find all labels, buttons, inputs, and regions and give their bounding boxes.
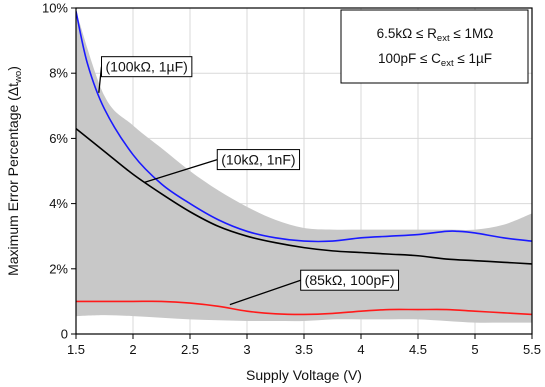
y-axis-ticks: 0 2% 4% 6% 8% 10% bbox=[42, 1, 76, 342]
range-note-frame bbox=[340, 9, 529, 84]
x-tick-label: 4.5 bbox=[409, 342, 427, 357]
callout-leader-2 bbox=[229, 279, 301, 306]
series-callouts: (100kΩ, 1µF) (10kΩ, 1nF) (85kΩ, 100pF) bbox=[98, 56, 400, 306]
series-line-2 bbox=[76, 300, 532, 316]
range-note-cext: 100pF ≤ Cext ≤ 1µF bbox=[378, 51, 492, 69]
callout-label-0: (100kΩ, 1µF) bbox=[106, 59, 188, 75]
callout-box-0 bbox=[101, 56, 193, 78]
range-note-rext: 6.5kΩ ≤ Rext ≤ 1MΩ bbox=[377, 26, 494, 44]
callout-leader-1 bbox=[144, 158, 218, 184]
series-line-1 bbox=[76, 127, 532, 265]
x-tick-label: 5.5 bbox=[523, 342, 541, 357]
error-band-layer bbox=[76, 11, 532, 323]
callout-box-2 bbox=[300, 269, 400, 291]
series-line-0 bbox=[76, 11, 532, 243]
x-axis-title: Supply Voltage (V) bbox=[246, 367, 362, 383]
x-tick-label: 3.5 bbox=[295, 342, 313, 357]
x-tick-label: 2 bbox=[129, 342, 136, 357]
callout-label-2: (85kΩ, 100pF) bbox=[305, 272, 395, 288]
y-tick-label: 8% bbox=[49, 66, 68, 81]
y-tick-label: 6% bbox=[49, 131, 68, 146]
x-axis-ticks: 1.5 2 2.5 3 3.5 4 4.5 5 5.5 bbox=[67, 334, 541, 357]
y-tick-label: 10% bbox=[42, 1, 68, 16]
range-note-box: 6.5kΩ ≤ Rext ≤ 1MΩ 100pF ≤ Cext ≤ 1µF bbox=[340, 9, 529, 84]
x-tick-label: 1.5 bbox=[67, 342, 85, 357]
callout-label-1: (10kΩ, 1nF) bbox=[221, 152, 295, 168]
x-tick-label: 2.5 bbox=[181, 342, 199, 357]
error-band-area bbox=[76, 11, 532, 323]
x-tick-label: 5 bbox=[471, 342, 478, 357]
x-tick-label: 3 bbox=[243, 342, 250, 357]
callout-box-1 bbox=[216, 149, 301, 171]
y-tick-label: 4% bbox=[49, 196, 68, 211]
y-axis-title: Maximum Error Percentage (Δtwo) bbox=[5, 66, 24, 276]
series-layer bbox=[76, 11, 532, 316]
y-tick-label: 2% bbox=[49, 261, 68, 276]
y-tick-label: 0 bbox=[61, 327, 68, 342]
x-tick-label: 4 bbox=[357, 342, 364, 357]
